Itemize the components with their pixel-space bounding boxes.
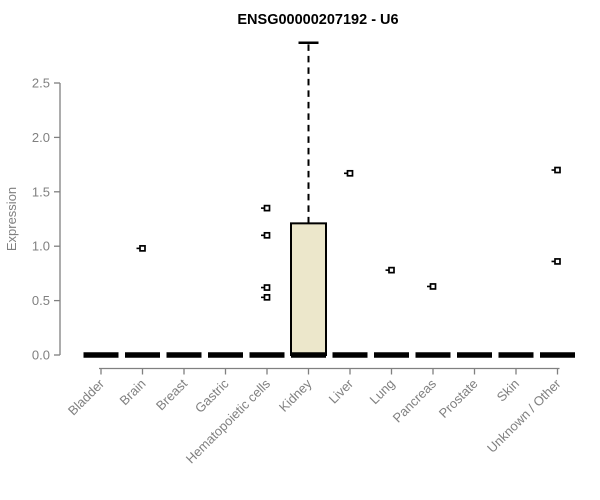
outlier-point — [263, 204, 271, 212]
outlier-point — [263, 284, 271, 291]
box — [290, 222, 327, 356]
outlier-point — [346, 169, 354, 177]
median-line — [291, 352, 326, 358]
y-tick-label: 1.0 — [32, 239, 50, 254]
median-line — [457, 352, 492, 358]
x-tick-label: Kidney — [276, 376, 315, 415]
outlier-point — [429, 283, 437, 290]
x-tick-label: Prostate — [436, 376, 481, 421]
outlier-point — [139, 245, 146, 252]
x-tick-label: Pancreas — [390, 376, 440, 426]
outlier-point — [263, 293, 271, 301]
x-tick-label: Unknown / Other — [484, 376, 564, 456]
y-tick-label: 2.5 — [32, 76, 50, 91]
x-tick-label: Liver — [326, 376, 357, 407]
median-line — [415, 352, 451, 358]
median-line — [540, 352, 575, 358]
median-line — [332, 352, 368, 358]
outlier-point — [388, 266, 395, 274]
outlier-point — [554, 258, 561, 265]
y-tick-label: 0.0 — [32, 348, 50, 363]
median-line — [125, 352, 160, 358]
y-axis-label: Expression — [4, 187, 19, 251]
chart-title: ENSG00000207192 - U6 — [237, 12, 398, 28]
x-tick-label: Lung — [367, 376, 398, 407]
y-tick-label: 1.5 — [32, 184, 50, 199]
median-line — [498, 352, 534, 358]
x-tick-label: Gastric — [192, 376, 232, 416]
x-tick-label: Breast — [153, 376, 190, 413]
median-line — [374, 352, 409, 358]
y-tick-label: 0.5 — [32, 293, 50, 308]
outlier-point — [263, 231, 271, 239]
median-line — [83, 352, 119, 358]
plot-area: 0.0 0.5 1.0 1.5 2.0 2.5 Bladder Brain Breast Gast… — [32, 41, 575, 466]
outlier-point — [554, 166, 561, 174]
median-line — [249, 352, 285, 358]
median-line — [208, 352, 243, 358]
x-tick-label: Brain — [117, 376, 149, 408]
x-tick-label: Bladder — [65, 376, 108, 419]
x-tick-label: Skin — [494, 376, 522, 404]
median-line — [166, 352, 202, 358]
y-tick-label: 2.0 — [32, 130, 50, 145]
